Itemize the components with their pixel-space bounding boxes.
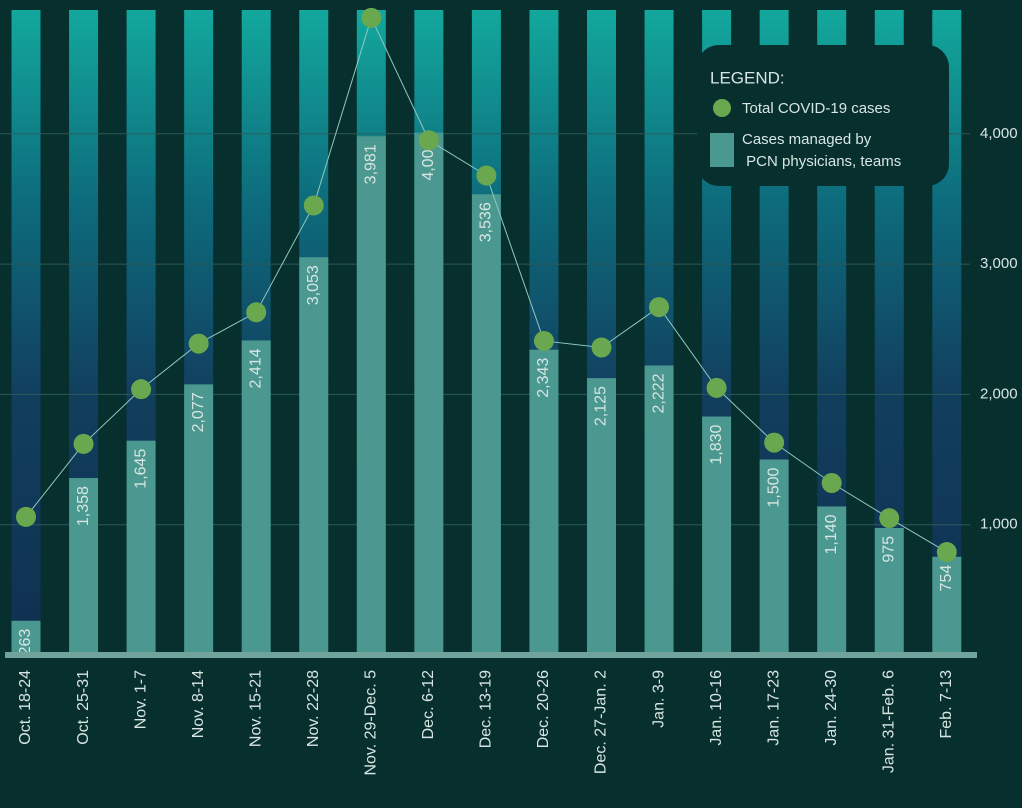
bar-value-label: 754 bbox=[938, 565, 955, 592]
line-point bbox=[246, 302, 267, 323]
x-tick-label: Nov. 22-28 bbox=[305, 670, 322, 747]
line-point bbox=[131, 379, 152, 400]
y-tick-label: 3,000 bbox=[980, 255, 1018, 272]
line-point bbox=[706, 377, 727, 398]
bar bbox=[759, 459, 789, 655]
bar-value-label: 1,830 bbox=[708, 424, 725, 464]
x-tick-label: Jan. 17-23 bbox=[765, 670, 782, 746]
line-point bbox=[591, 337, 612, 358]
x-tick-label: Jan. 10-16 bbox=[708, 670, 725, 746]
x-tick-label: Dec. 27-Jan. 2 bbox=[593, 670, 610, 774]
legend-title: LEGEND: bbox=[710, 68, 785, 87]
line-point bbox=[879, 508, 900, 529]
legend-swatch-line bbox=[713, 99, 731, 117]
line-point bbox=[418, 130, 439, 151]
column-background bbox=[11, 10, 41, 655]
x-tick-label: Nov. 15-21 bbox=[247, 670, 264, 747]
bar bbox=[69, 478, 99, 655]
y-tick-label: 4,000 bbox=[980, 125, 1018, 142]
x-tick-label: Jan. 3-9 bbox=[650, 670, 667, 728]
bar bbox=[126, 440, 156, 655]
baseline bbox=[5, 652, 977, 658]
bar-value-label: 1,140 bbox=[823, 514, 840, 554]
bar bbox=[644, 365, 674, 655]
x-tick-label: Jan. 31-Feb. 6 bbox=[880, 670, 897, 773]
bar-value-label: 2,125 bbox=[593, 386, 610, 426]
x-tick-label: Oct. 25-31 bbox=[75, 670, 92, 745]
line-point bbox=[936, 542, 957, 563]
legend-swatch-bar bbox=[710, 133, 734, 167]
line-point bbox=[188, 333, 209, 354]
line-point bbox=[476, 165, 497, 186]
line-point bbox=[649, 297, 670, 318]
bar-value-label: 1,645 bbox=[132, 449, 149, 489]
bar bbox=[587, 378, 616, 655]
x-tick-label: Dec. 20-26 bbox=[535, 670, 552, 748]
bar bbox=[702, 416, 732, 655]
x-tick-label: Nov. 1-7 bbox=[132, 670, 149, 729]
x-tick-label: Oct. 18-24 bbox=[17, 670, 34, 745]
y-tick-label: 1,000 bbox=[980, 516, 1018, 533]
legend-box bbox=[697, 45, 949, 186]
bar-value-label: 3,981 bbox=[363, 144, 380, 184]
y-tick-label: 2,000 bbox=[980, 385, 1018, 402]
bar bbox=[932, 556, 962, 655]
line-point bbox=[361, 7, 382, 28]
bar-value-label: 2,222 bbox=[650, 373, 667, 413]
line-point bbox=[533, 330, 554, 351]
bar-value-label: 4,009 bbox=[420, 141, 437, 181]
bar bbox=[414, 132, 444, 655]
x-tick-label: Feb. 7-13 bbox=[938, 670, 955, 739]
bar bbox=[471, 194, 501, 656]
line-point bbox=[16, 506, 36, 527]
bar-value-label: 1,500 bbox=[765, 467, 782, 507]
bar-value-label: 2,343 bbox=[535, 358, 552, 398]
bar bbox=[11, 620, 41, 655]
bar-value-label: 1,358 bbox=[75, 486, 92, 526]
x-tick-label: Jan. 24-30 bbox=[823, 670, 840, 746]
bar bbox=[529, 349, 559, 655]
x-tick-label: Nov. 29-Dec. 5 bbox=[363, 670, 380, 776]
bar bbox=[874, 527, 904, 655]
bar-value-label: 2,077 bbox=[190, 392, 207, 432]
bar bbox=[241, 340, 271, 655]
line-point bbox=[73, 433, 94, 454]
bar bbox=[356, 136, 386, 655]
bar bbox=[817, 506, 847, 655]
legend: LEGEND: Total COVID-19 cases Cases manag… bbox=[697, 45, 949, 186]
bar bbox=[184, 384, 214, 655]
x-tick-label: Dec. 6-12 bbox=[420, 670, 437, 739]
line-point bbox=[821, 473, 842, 493]
bar-value-label: 975 bbox=[880, 536, 897, 563]
legend-label: Total COVID-19 cases bbox=[742, 100, 890, 117]
x-tick-label: Nov. 8-14 bbox=[190, 670, 207, 738]
line-point bbox=[764, 432, 785, 453]
bar-value-label: 2,414 bbox=[247, 348, 264, 388]
bar-value-label: 263 bbox=[17, 629, 34, 656]
x-tick-label: Dec. 13-19 bbox=[478, 670, 495, 748]
bar bbox=[299, 257, 329, 655]
line-point bbox=[303, 195, 324, 216]
bar-value-label: 3,536 bbox=[478, 202, 495, 242]
bar-value-label: 3,053 bbox=[305, 265, 322, 305]
